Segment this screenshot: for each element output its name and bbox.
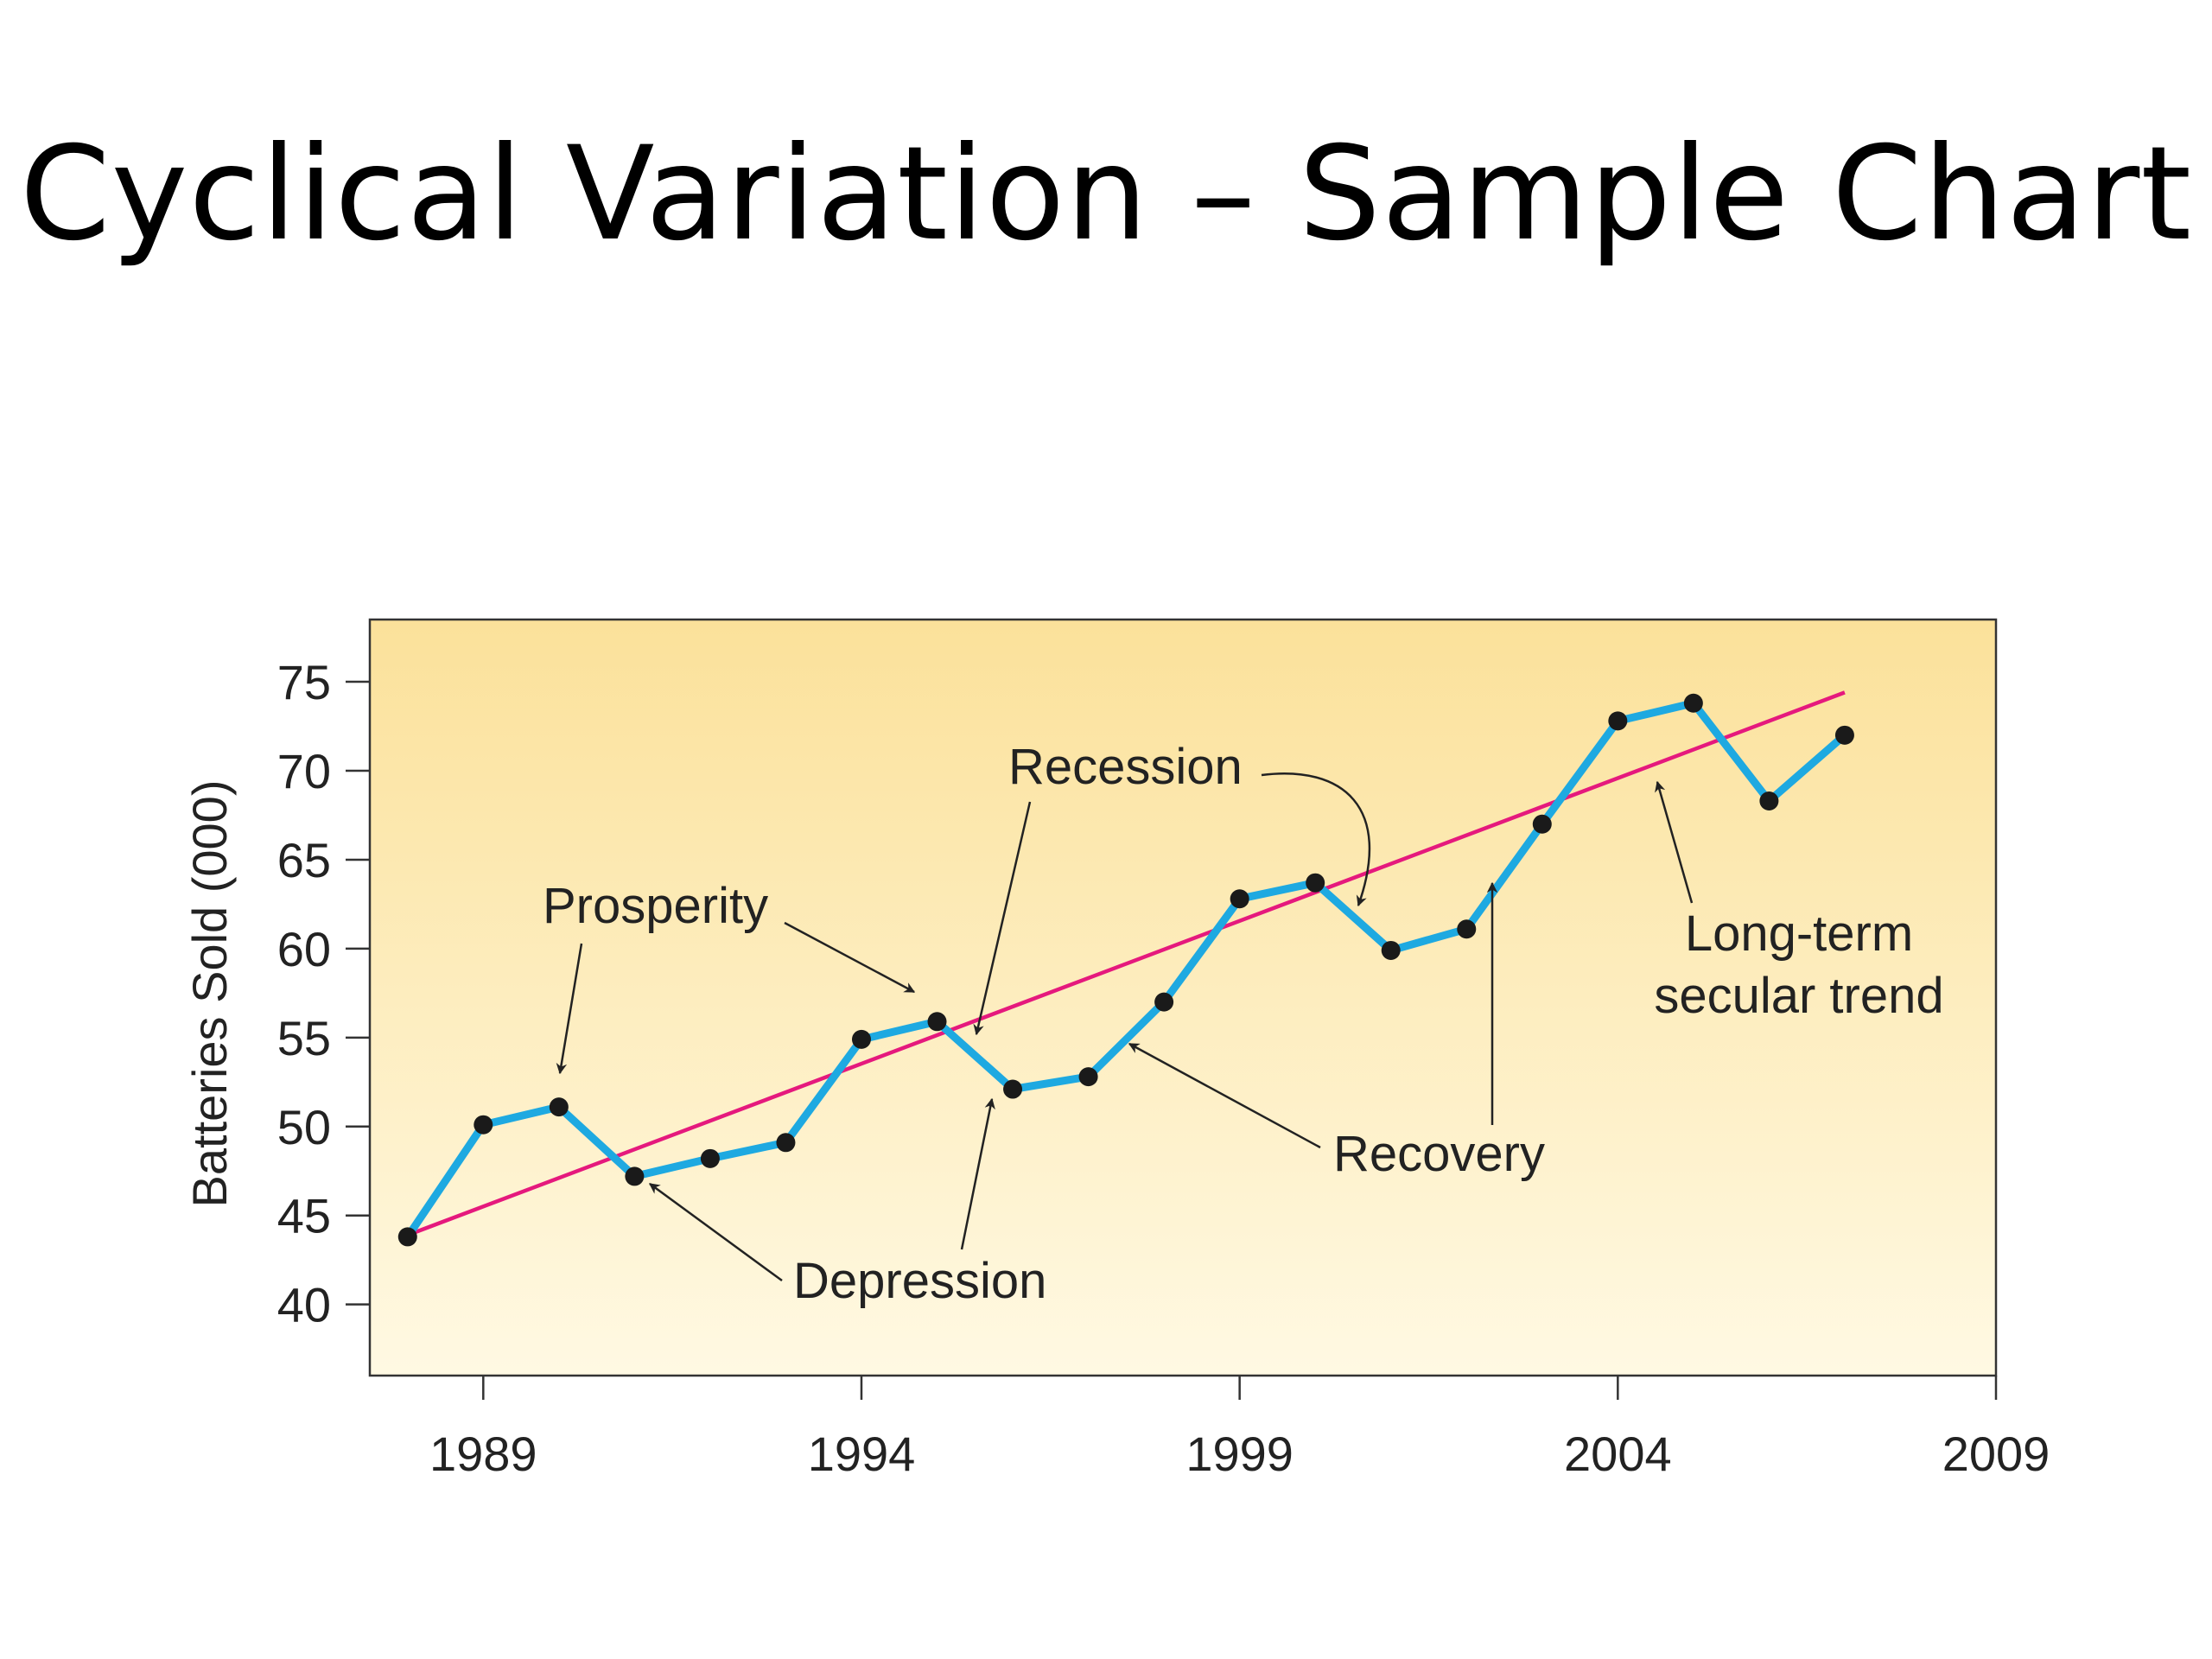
data-point: [1381, 940, 1401, 960]
data-point: [1457, 919, 1477, 939]
annotations: Prosperity Recession Depression Recovery…: [543, 739, 1944, 1309]
data-point: [1078, 1067, 1098, 1087]
data-point: [1683, 693, 1703, 713]
annotation-depression: Depression: [793, 1253, 1046, 1309]
x-tick-label: 1999: [1185, 1427, 1294, 1481]
y-tick-label: 70: [277, 744, 331, 798]
y-tick-label: 40: [277, 1278, 331, 1332]
arrow-secular-trend: [1655, 780, 1694, 904]
annotation-recovery: Recovery: [1333, 1126, 1545, 1182]
annotation-recession: Recession: [1008, 739, 1243, 795]
x-tick-label: 2009: [1942, 1427, 2050, 1481]
x-tick-label: 1994: [808, 1427, 916, 1481]
arrow-depression-1: [648, 1182, 783, 1282]
data-point: [625, 1166, 645, 1186]
y-tick-label: 60: [277, 922, 331, 976]
arrow-recession-1: [973, 801, 1032, 1036]
data-point: [397, 1227, 417, 1247]
annotation-secular-trend: secular trend: [1654, 968, 1943, 1024]
arrow-depression-2: [960, 1097, 995, 1250]
data-point: [927, 1012, 947, 1032]
data-point: [1834, 725, 1854, 745]
data-point: [1003, 1079, 1023, 1099]
series-line: [404, 699, 1849, 1241]
data-point: [1759, 791, 1779, 810]
y-tick-label: 55: [277, 1011, 331, 1065]
annotation-prosperity: Prosperity: [543, 878, 768, 934]
y-tick-label: 75: [277, 655, 331, 709]
data-point: [474, 1115, 493, 1135]
y-tick-label: 45: [277, 1189, 331, 1243]
y-tick-label: 65: [277, 833, 331, 887]
data-point: [1608, 711, 1628, 731]
data-point: [1306, 873, 1325, 893]
data-point: [549, 1097, 569, 1117]
data-point: [1154, 992, 1174, 1012]
x-tick-label: 2004: [1564, 1427, 1672, 1481]
arrow-prosperity-2: [784, 921, 916, 994]
annotation-long-term: Long-term: [1685, 906, 1913, 962]
data-point: [776, 1133, 796, 1153]
arrow-prosperity-1: [556, 943, 583, 1075]
arrow-recovery-1: [1128, 1042, 1321, 1149]
y-axis-label: Batteries Sold (000): [182, 780, 237, 1208]
x-tick-label: 1989: [429, 1427, 537, 1481]
arrow-recession-2: [1261, 772, 1371, 907]
slide-title: Cyclical Variation – Sample Chart: [19, 119, 2193, 270]
data-point: [700, 1148, 720, 1168]
data-point: [851, 1029, 871, 1049]
data-point: [1230, 889, 1249, 909]
trend-line: [406, 690, 1846, 1237]
y-tick-label: 50: [277, 1100, 331, 1154]
data-point: [1532, 814, 1552, 834]
